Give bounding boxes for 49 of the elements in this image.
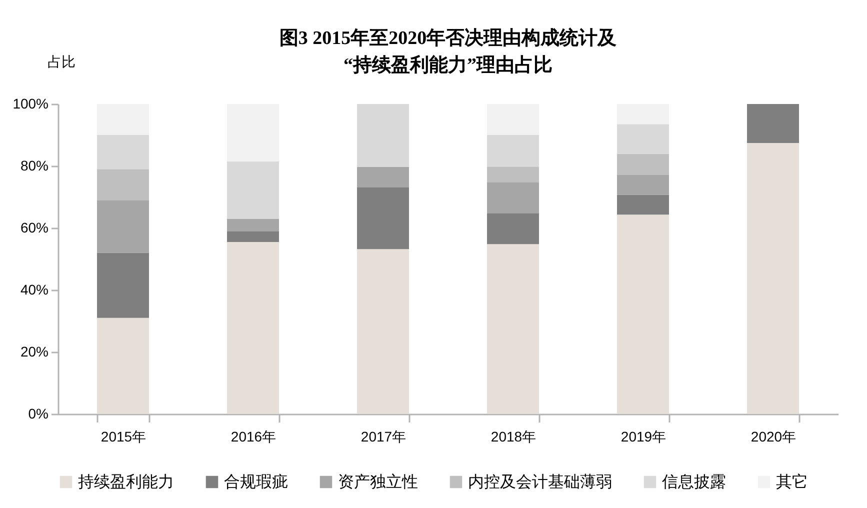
bar — [487, 166, 539, 182]
bar — [97, 200, 149, 253]
bar — [617, 124, 669, 154]
x-tick-label: 2017年 — [360, 428, 406, 444]
y-tick-label: 80% — [20, 158, 48, 174]
bar — [487, 244, 539, 414]
bar — [487, 135, 539, 167]
bar — [357, 104, 409, 167]
y-axis-title: 占比 — [48, 54, 76, 70]
bar — [617, 194, 669, 215]
legend-label: 资产独立性 — [338, 473, 418, 491]
y-tick-label: 40% — [20, 282, 48, 298]
x-tick-label: 2018年 — [490, 428, 536, 444]
y-tick-label: 0% — [28, 406, 48, 422]
bar — [227, 161, 279, 219]
bar — [487, 213, 539, 244]
y-tick-label: 60% — [20, 220, 48, 236]
legend-label: 合规瑕疵 — [224, 473, 288, 491]
bar — [617, 104, 669, 124]
bar — [97, 135, 149, 170]
legend-label: 信息披露 — [662, 473, 726, 491]
bar — [357, 249, 409, 414]
bar — [227, 104, 279, 162]
y-tick-label: 100% — [12, 96, 48, 112]
bar — [617, 154, 669, 175]
legend-label: 其它 — [776, 473, 808, 491]
legend-label: 内控及会计基础薄弱 — [468, 473, 612, 491]
bar — [487, 104, 539, 135]
x-tick-label: 2020年 — [750, 428, 796, 444]
bar — [227, 242, 279, 414]
bar — [357, 187, 409, 250]
chart-title: 图3 2015年至2020年否决理由构成统计及 “持续盈利能力”理由占比 — [279, 27, 617, 76]
bar — [487, 182, 539, 214]
bar — [617, 174, 669, 195]
bar — [227, 231, 279, 242]
bar — [97, 104, 149, 135]
legend-label: 持续盈利能力 — [78, 473, 174, 491]
bar — [97, 252, 149, 318]
bar — [97, 318, 149, 414]
x-tick-label: 2015年 — [100, 428, 146, 444]
x-tick-label: 2019年 — [620, 428, 666, 444]
bar — [747, 104, 799, 144]
bar — [617, 214, 669, 414]
y-tick-label: 20% — [20, 344, 48, 360]
bar — [747, 143, 799, 414]
bar — [227, 218, 279, 232]
bar — [97, 169, 149, 200]
bar — [357, 166, 409, 188]
x-tick-label: 2016年 — [230, 428, 276, 444]
